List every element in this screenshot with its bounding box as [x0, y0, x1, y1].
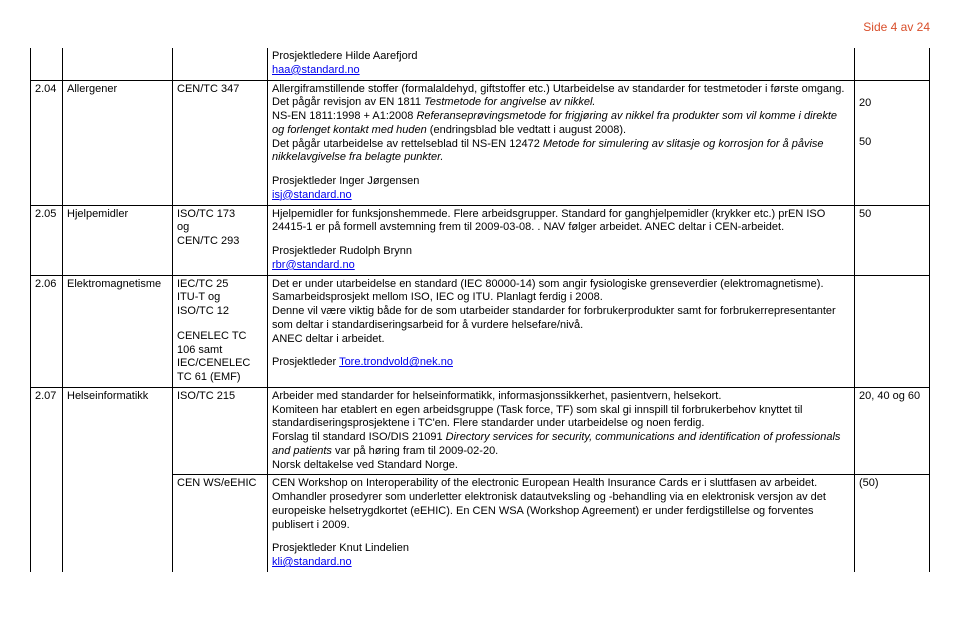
- text: ANEC deltar i arbeidet.: [272, 333, 850, 347]
- text: Hjelpemidler for funksjonshemmede. Flere…: [272, 208, 850, 236]
- italic-text: Testmetode for angivelse av nikkel.: [424, 96, 595, 108]
- cell-tc: CEN WS/eEHIC: [173, 475, 268, 572]
- cell-tc: ISO/TC 173 og CEN/TC 293: [173, 205, 268, 275]
- cell-desc: Arbeider med standarder for helseinforma…: [268, 387, 855, 475]
- tc-line: ITU-T og: [177, 291, 263, 305]
- text: Arbeider med standarder for helseinforma…: [272, 390, 850, 404]
- leader-name: Prosjektleder Rudolph Brynn: [272, 245, 850, 259]
- leader-prefix: Prosjektleder: [272, 356, 339, 368]
- email-link[interactable]: haa@standard.no: [272, 64, 360, 76]
- email-link[interactable]: Tore.trondvold@nek.no: [339, 356, 453, 368]
- table-row: 2.05 Hjelpemidler ISO/TC 173 og CEN/TC 2…: [31, 205, 930, 275]
- tc-line: TC 61 (EMF): [177, 371, 263, 385]
- tc-line: CENELEC TC: [177, 330, 263, 344]
- email-link[interactable]: kli@standard.no: [272, 556, 352, 568]
- leader-name: Prosjektledere Hilde Aarefjord: [272, 50, 850, 64]
- text: CEN Workshop on Interoperability of the …: [272, 477, 850, 532]
- table-row: 2.07 Helseinformatikk ISO/TC 215 Arbeide…: [31, 387, 930, 475]
- tc-line: IEC/CENELEC: [177, 357, 263, 371]
- cell-name: [63, 48, 173, 80]
- tc-line: CEN/TC 293: [177, 235, 263, 249]
- text: Det pågår utarbeidelse av rettelseblad t…: [272, 138, 543, 150]
- text: Det er under utarbeidelse en standard (I…: [272, 278, 850, 292]
- value: 20: [859, 97, 925, 111]
- tc-line: IEC/TC 25: [177, 278, 263, 292]
- cell-id: [31, 475, 63, 572]
- cell-id: 2.06: [31, 275, 63, 387]
- text: Samarbeidsprosjekt mellom ISO, IEC og IT…: [272, 291, 850, 305]
- cell-desc: Det er under utarbeidelse en standard (I…: [268, 275, 855, 387]
- value: 50: [859, 136, 925, 150]
- cell-id: 2.04: [31, 80, 63, 205]
- cell-col5: 20 50: [855, 80, 930, 205]
- cell-id: [31, 48, 63, 80]
- cell-col5: [855, 48, 930, 80]
- cell-tc: IEC/TC 25 ITU-T og ISO/TC 12 CENELEC TC …: [173, 275, 268, 387]
- cell-id: 2.05: [31, 205, 63, 275]
- tc-line: ISO/TC 173: [177, 208, 263, 222]
- text: Norsk deltakelse ved Standard Norge.: [272, 459, 850, 473]
- leader-name: Prosjektleder Inger Jørgensen: [272, 175, 850, 189]
- tc-line: 106 samt: [177, 344, 263, 358]
- cell-name: Elektromagnetisme: [63, 275, 173, 387]
- leader-name: Prosjektleder Knut Lindelien: [272, 542, 850, 556]
- email-link[interactable]: isj@standard.no: [272, 189, 352, 201]
- cell-name: [63, 475, 173, 572]
- cell-desc: CEN Workshop on Interoperability of the …: [268, 475, 855, 572]
- email-link[interactable]: rbr@standard.no: [272, 259, 355, 271]
- standards-table: Prosjektledere Hilde Aarefjord haa@stand…: [30, 48, 930, 572]
- cell-col5: (50): [855, 475, 930, 572]
- table-row: Prosjektledere Hilde Aarefjord haa@stand…: [31, 48, 930, 80]
- cell-name: Allergener: [63, 80, 173, 205]
- text: NS-EN 1811:1998 + A1:2008: [272, 110, 416, 122]
- cell-desc: Allergiframstillende stoffer (formalalde…: [268, 80, 855, 205]
- cell-name: Helseinformatikk: [63, 387, 173, 475]
- text: (endringsblad ble vedtatt i august 2008)…: [427, 124, 626, 136]
- cell-tc: [173, 48, 268, 80]
- table-row: CEN WS/eEHIC CEN Workshop on Interoperab…: [31, 475, 930, 572]
- text: Denne vil være viktig både for de som ut…: [272, 305, 850, 333]
- text: Forslag til standard ISO/DIS 21091: [272, 431, 446, 443]
- table-row: 2.06 Elektromagnetisme IEC/TC 25 ITU-T o…: [31, 275, 930, 387]
- cell-tc: CEN/TC 347: [173, 80, 268, 205]
- cell-desc: Hjelpemidler for funksjonshemmede. Flere…: [268, 205, 855, 275]
- table-row: 2.04 Allergener CEN/TC 347 Allergiframst…: [31, 80, 930, 205]
- cell-name: Hjelpemidler: [63, 205, 173, 275]
- tc-line: ISO/TC 12: [177, 305, 263, 319]
- cell-col5: 20, 40 og 60: [855, 387, 930, 475]
- cell-desc: Prosjektledere Hilde Aarefjord haa@stand…: [268, 48, 855, 80]
- tc-line: og: [177, 221, 263, 235]
- cell-col5: [855, 275, 930, 387]
- text: Komiteen har etablert en egen arbeidsgru…: [272, 404, 850, 432]
- text: var på høring fram til 2009-02-20.: [332, 445, 498, 457]
- cell-tc: ISO/TC 215: [173, 387, 268, 475]
- cell-id: 2.07: [31, 387, 63, 475]
- page-number: Side 4 av 24: [30, 20, 930, 34]
- cell-col5: 50: [855, 205, 930, 275]
